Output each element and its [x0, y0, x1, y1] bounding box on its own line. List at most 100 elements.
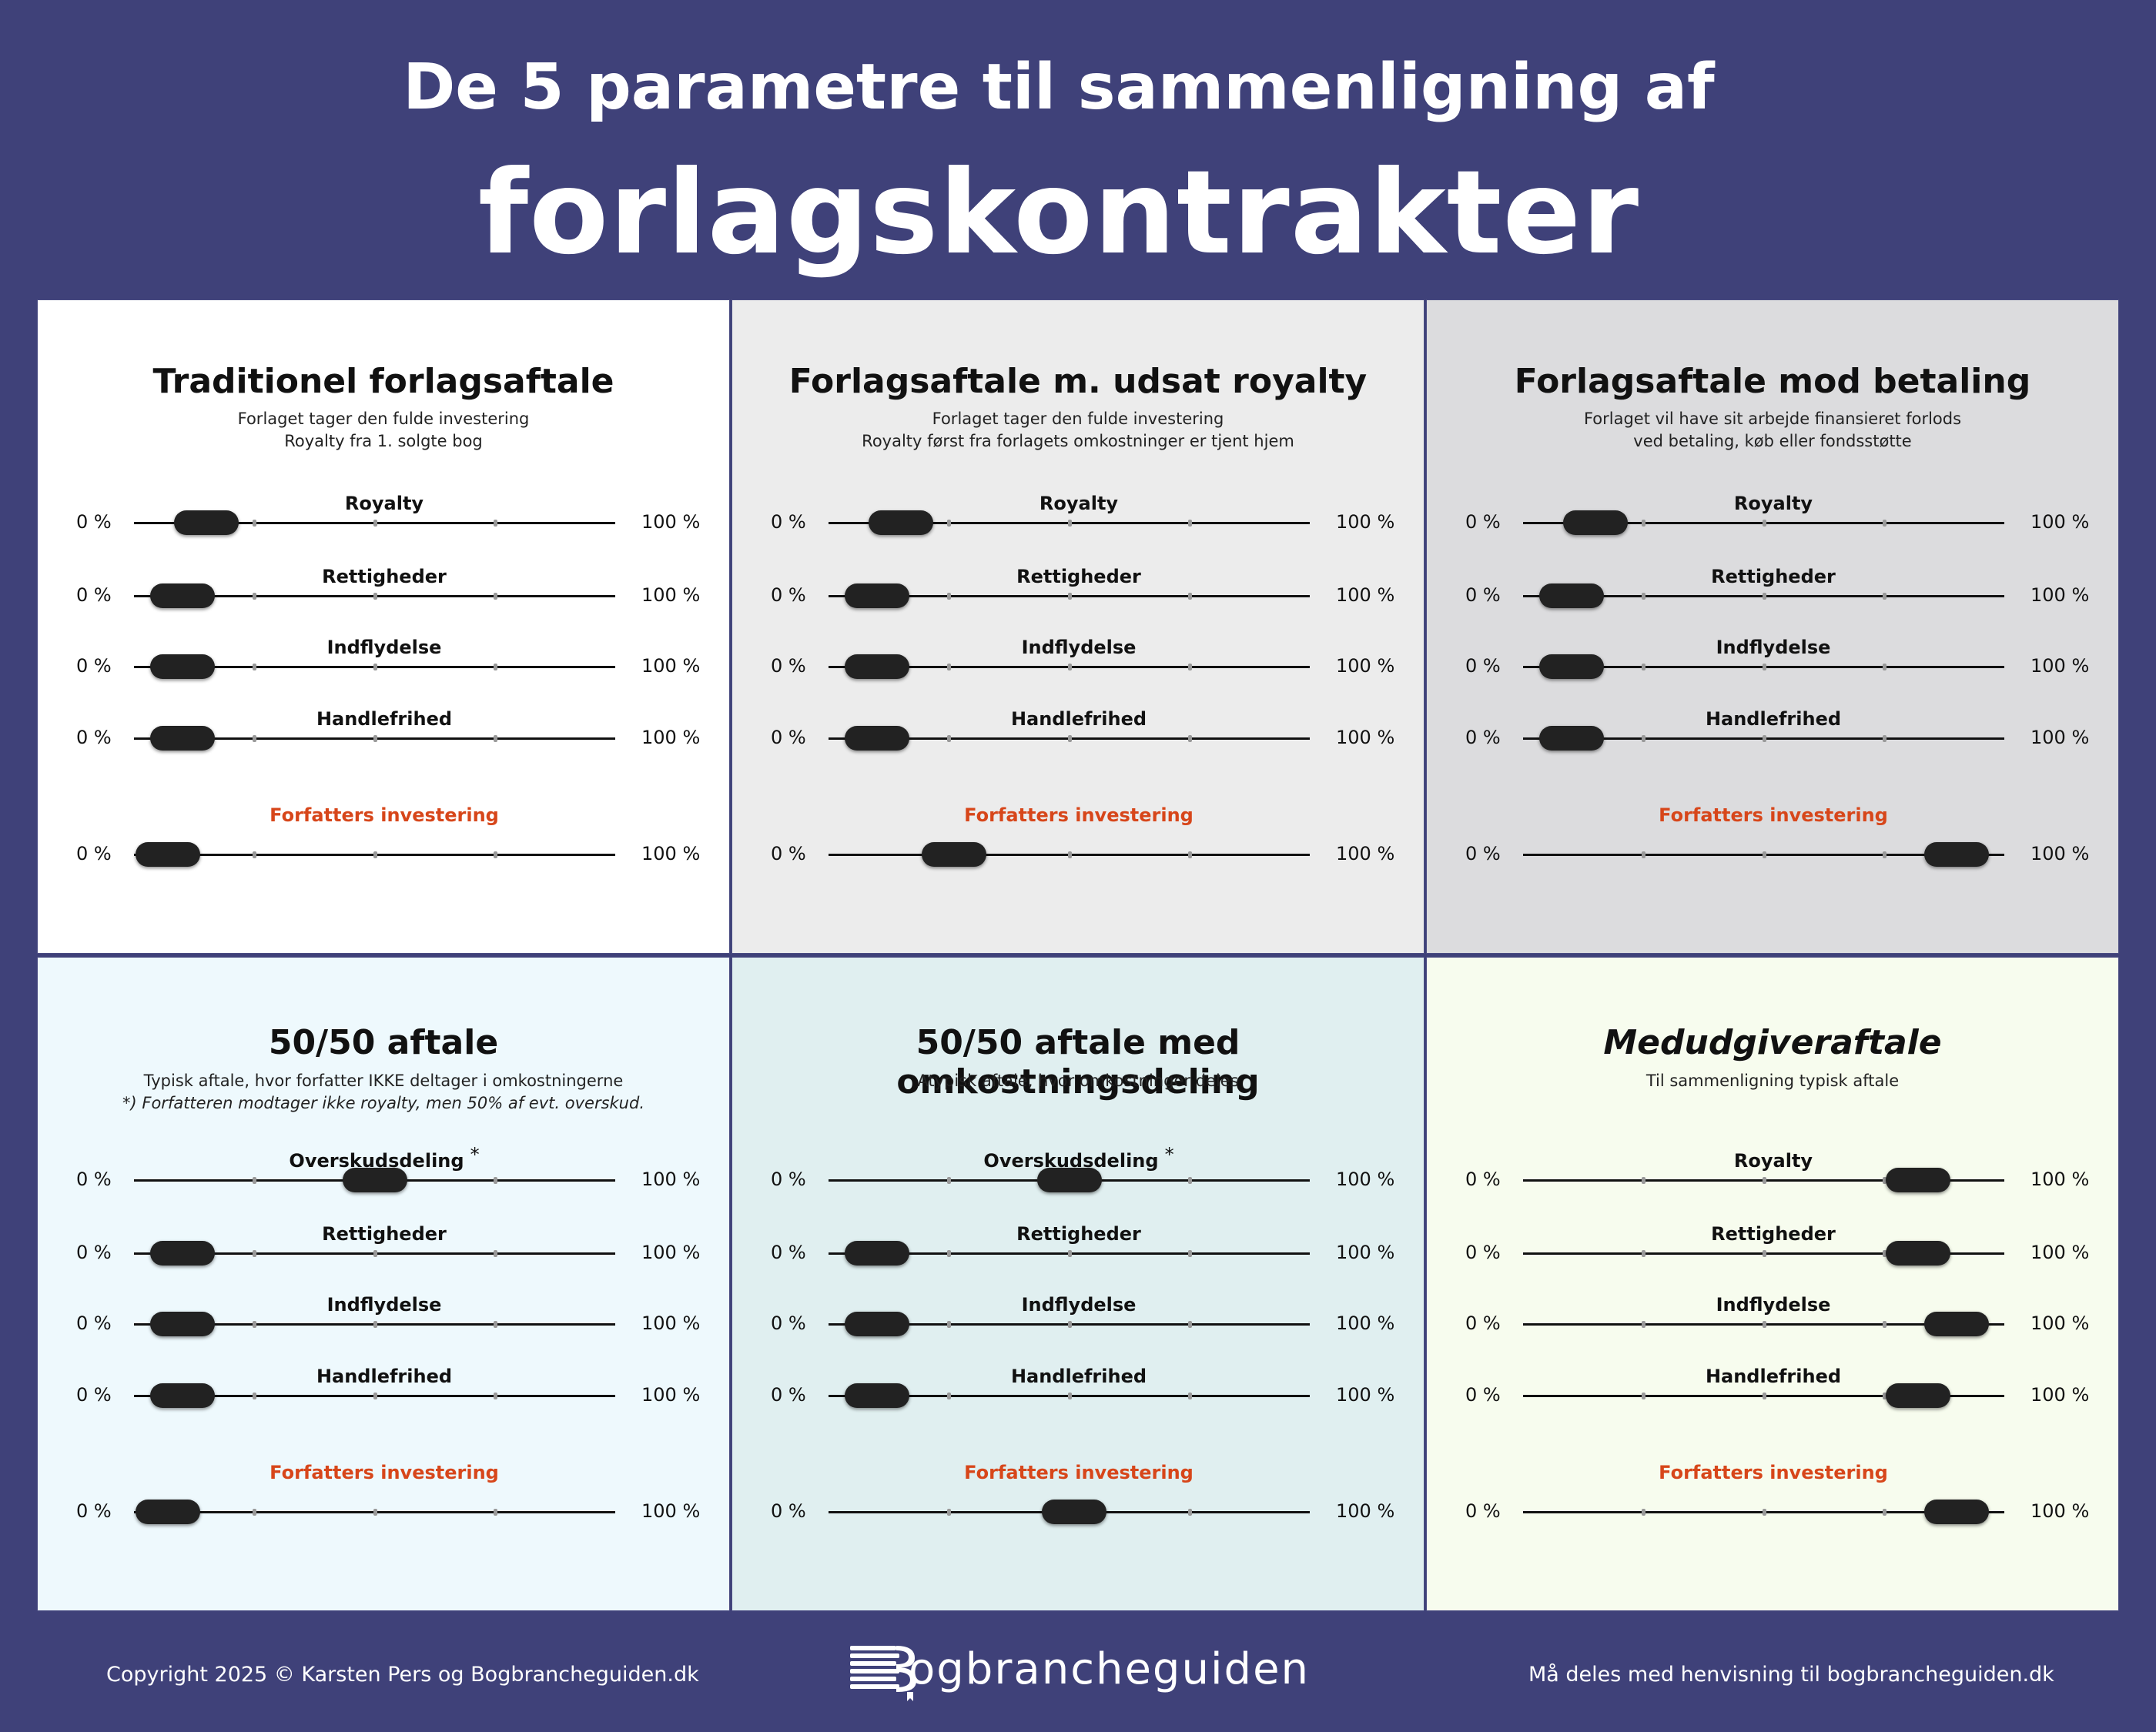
min-label: 0 %	[76, 843, 112, 864]
slider-track[interactable]	[1523, 1168, 2004, 1192]
slider-track[interactable]	[1523, 583, 2004, 608]
slider-label: Rettigheder	[732, 1223, 1425, 1245]
slider-row: Rettigheder 0 % 100 %	[732, 566, 1425, 627]
slider-track[interactable]	[134, 1312, 615, 1336]
slider-tick	[493, 593, 497, 600]
slider-track[interactable]	[829, 1383, 1310, 1408]
slider-track[interactable]	[1523, 510, 2004, 535]
min-label: 0 %	[1465, 1312, 1501, 1334]
max-label: 100 %	[1336, 727, 1395, 748]
slider-knob[interactable]	[1885, 1241, 1950, 1266]
slider-track[interactable]	[134, 654, 615, 679]
slider-row: Rettigheder 0 % 100 %	[38, 566, 731, 627]
slider-row: Royalty 0 % 100 %	[732, 493, 1425, 554]
slider-knob[interactable]	[149, 654, 215, 679]
slider-track[interactable]	[134, 583, 615, 608]
slider-track[interactable]	[134, 726, 615, 751]
slider-tick	[1642, 1177, 1646, 1184]
slider-track[interactable]	[829, 583, 1310, 608]
slider-track[interactable]	[829, 1500, 1310, 1524]
slider-label-text: Indflydelse	[1716, 637, 1831, 658]
min-label: 0 %	[76, 655, 112, 677]
min-label: 0 %	[76, 1384, 112, 1406]
slider-knob[interactable]	[844, 654, 909, 679]
slider-knob[interactable]	[1923, 842, 1989, 867]
slider-track[interactable]	[829, 1168, 1310, 1192]
contract-panel: 50/50 aftale med omkostningsdeling Atypis…	[732, 957, 1424, 1611]
slider-knob[interactable]	[149, 1241, 215, 1266]
max-label: 100 %	[1336, 511, 1395, 533]
slider-knob[interactable]	[149, 1383, 215, 1408]
slider-track[interactable]	[1523, 1312, 2004, 1336]
slider-tick	[1067, 1250, 1072, 1257]
slider-knob[interactable]	[1041, 1500, 1106, 1524]
slider-track[interactable]	[134, 1500, 615, 1524]
slider-track[interactable]	[134, 842, 615, 867]
slider-tick	[1762, 1509, 1766, 1516]
slider-tick	[373, 593, 377, 600]
slider-knob[interactable]	[1562, 510, 1628, 535]
slider-track[interactable]	[1523, 654, 2004, 679]
max-label: 100 %	[2030, 655, 2090, 677]
slider-track[interactable]	[829, 510, 1310, 535]
slider-label: Handlefrihed	[1427, 708, 2120, 730]
slider-knob[interactable]	[342, 1168, 407, 1192]
slider-knob[interactable]	[844, 1312, 909, 1336]
slider-track[interactable]	[829, 842, 1310, 867]
slider-track[interactable]	[829, 1241, 1310, 1266]
slider-knob[interactable]	[149, 1312, 215, 1336]
slider-knob[interactable]	[1538, 583, 1604, 608]
min-label: 0 %	[1465, 843, 1501, 864]
slider-knob[interactable]	[844, 1383, 909, 1408]
slider-knob[interactable]	[844, 1241, 909, 1266]
max-label: 100 %	[641, 1500, 701, 1522]
slider-label-text: Indflydelse	[1716, 1294, 1831, 1316]
slider-knob[interactable]	[844, 583, 909, 608]
slider-track[interactable]	[134, 1168, 615, 1192]
slider-knob[interactable]	[135, 1500, 200, 1524]
slider-tick	[253, 851, 257, 858]
slider-track[interactable]	[1523, 726, 2004, 751]
slider-knob[interactable]	[921, 842, 986, 867]
slider-knob[interactable]	[844, 726, 909, 751]
slider-knob[interactable]	[1538, 654, 1604, 679]
slider-tick	[1642, 1509, 1646, 1516]
slider-knob[interactable]	[1036, 1168, 1102, 1192]
slider-track[interactable]	[829, 654, 1310, 679]
slider-track[interactable]	[1523, 1241, 2004, 1266]
slider-track[interactable]	[1523, 842, 2004, 867]
slider-track[interactable]	[829, 1312, 1310, 1336]
slider-track[interactable]	[1523, 1383, 2004, 1408]
copyright-text: Copyright 2025 © Karsten Pers og Bogbran…	[106, 1663, 699, 1687]
slider-tick	[1187, 520, 1192, 527]
slider-knob[interactable]	[868, 510, 933, 535]
slider-track[interactable]	[134, 1241, 615, 1266]
slider-knob[interactable]	[173, 510, 239, 535]
slider-tick	[947, 1509, 952, 1516]
slider-tick	[253, 593, 257, 600]
slider-knob[interactable]	[1538, 726, 1604, 751]
slider-knob[interactable]	[1923, 1500, 1989, 1524]
slider-knob[interactable]	[1885, 1168, 1950, 1192]
slider-track[interactable]	[134, 1383, 615, 1408]
slider-knob[interactable]	[1885, 1383, 1950, 1408]
slider-row: Forfatters investering 0 % 100 %	[38, 1462, 731, 1524]
slider-label: Rettigheder	[1427, 566, 2120, 587]
slider-knob[interactable]	[149, 726, 215, 751]
max-label: 100 %	[641, 1384, 701, 1406]
slider-knob[interactable]	[1923, 1312, 1989, 1336]
slider-knob[interactable]	[149, 583, 215, 608]
min-label: 0 %	[76, 1169, 112, 1190]
slider-tick	[1067, 735, 1072, 742]
contract-panel: 50/50 aftale Typisk aftale, hvor forfatte…	[37, 957, 730, 1611]
slider-track[interactable]	[134, 510, 615, 535]
page-subtitle: De 5 parametre til sammenligning af	[403, 51, 1715, 124]
contract-grid: Traditionel forlagsaftale Forlaget tager …	[37, 299, 2121, 1611]
slider-tick	[947, 1177, 952, 1184]
slider-track[interactable]	[1523, 1500, 2004, 1524]
slider-label: Rettigheder	[1427, 1223, 2120, 1245]
slider-knob[interactable]	[135, 842, 200, 867]
slider-track[interactable]	[829, 726, 1310, 751]
slider-tick	[1642, 1250, 1646, 1257]
slider-label: Royalty	[1427, 1150, 2120, 1172]
